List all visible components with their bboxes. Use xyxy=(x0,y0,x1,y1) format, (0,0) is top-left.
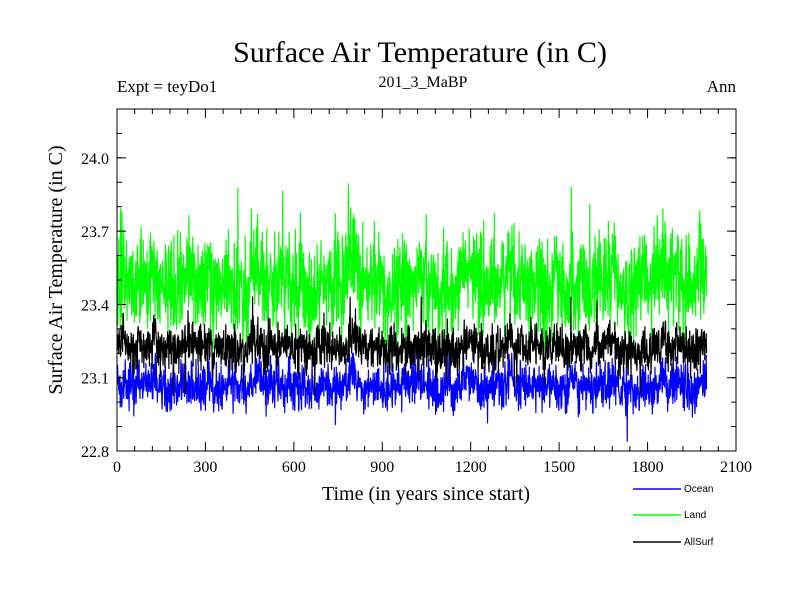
chart-title: Surface Air Temperature (in C) xyxy=(233,36,607,69)
y-tick-label: 23.4 xyxy=(81,297,109,314)
y-tick-label: 24.0 xyxy=(81,151,109,168)
legend: Ocean Land AllSurf xyxy=(633,484,714,548)
legend-label-ocean: Ocean xyxy=(684,484,713,495)
chart-subtitle: 201_3_MaBP xyxy=(379,74,468,91)
series-line-land xyxy=(116,183,708,349)
x-axis-label: Time (in years since start) xyxy=(322,483,530,505)
x-tick-label: 0 xyxy=(113,459,121,476)
y-axis-label: Surface Air Temperature (in C) xyxy=(45,145,67,394)
x-tick-label: 2100 xyxy=(720,459,752,476)
y-tick-label: 22.8 xyxy=(81,444,109,461)
season-label: Ann xyxy=(707,77,737,96)
x-tick-label: 1500 xyxy=(543,459,575,476)
axis-layer: 0 300 600 900 1200 1500 1800 2100 22.8 23.1 23.4 23… xyxy=(81,108,752,476)
legend-label-land: Land xyxy=(684,510,706,521)
x-tick-label: 600 xyxy=(282,459,306,476)
legend-label-allsurf: AllSurf xyxy=(684,537,714,548)
experiment-label: Expt = teyDo1 xyxy=(117,77,217,96)
series-layer xyxy=(116,183,708,442)
y-tick-label: 23.7 xyxy=(81,224,109,241)
x-tick-label: 1800 xyxy=(632,459,664,476)
x-tick-label: 300 xyxy=(193,459,217,476)
x-tick-label: 1200 xyxy=(455,459,487,476)
x-tick-label: 900 xyxy=(370,459,394,476)
y-tick-label: 23.1 xyxy=(81,371,109,388)
series-line-allsurf xyxy=(116,296,708,396)
